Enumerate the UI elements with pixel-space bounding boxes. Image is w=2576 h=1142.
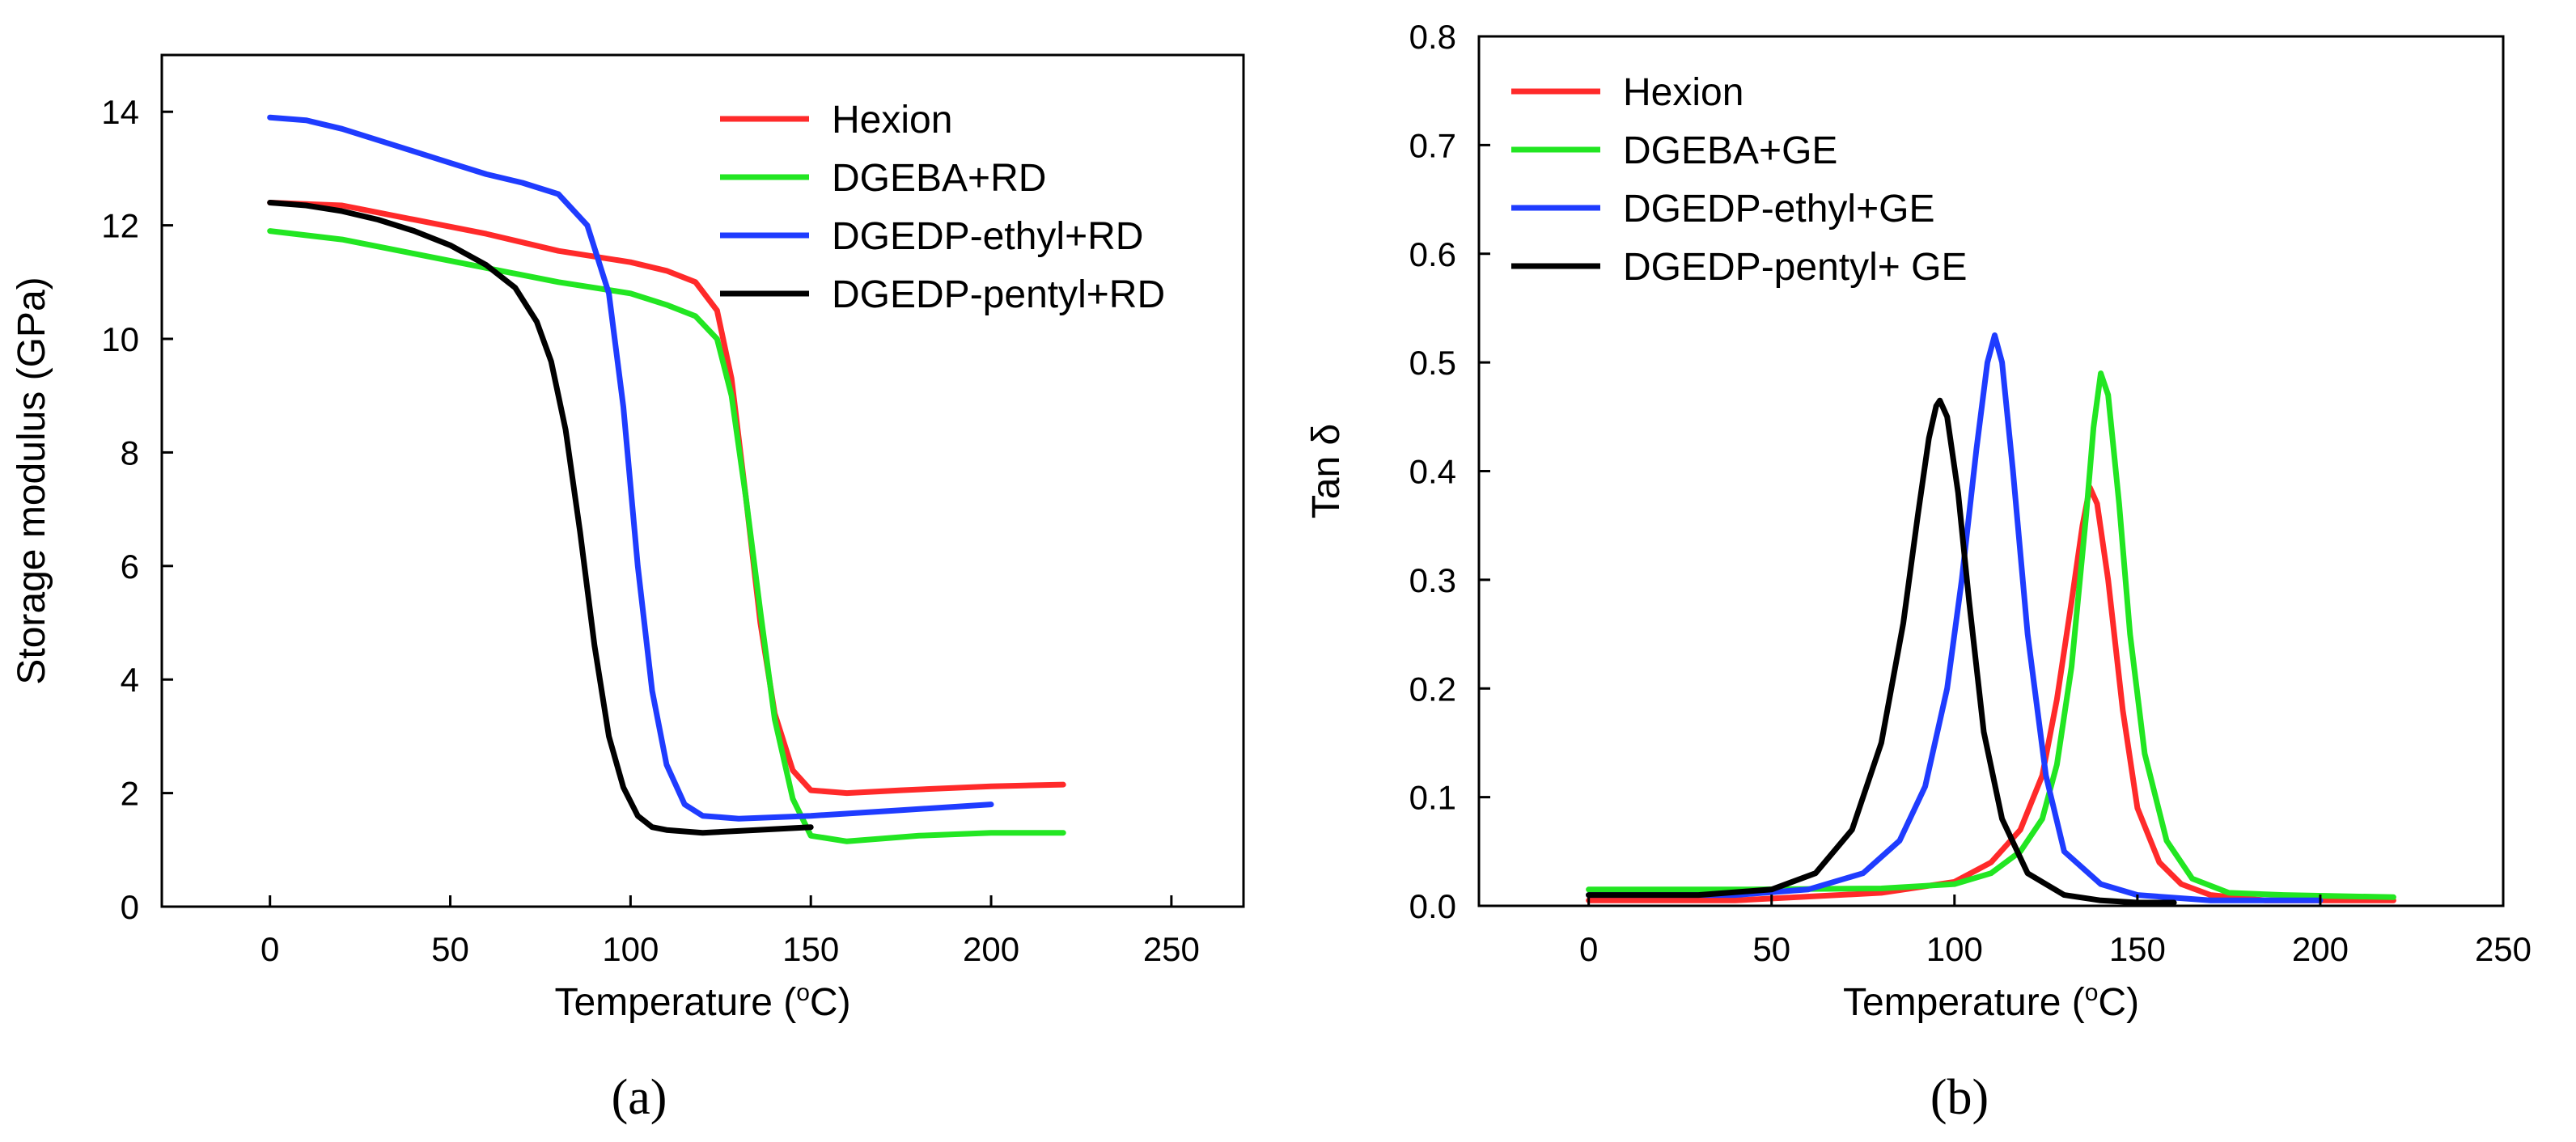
x-axis-title-degree: o bbox=[2085, 979, 2099, 1006]
x-axis-title-degree: o bbox=[796, 979, 810, 1006]
series-line-dgedp-pentyl-ge bbox=[1586, 397, 2177, 906]
legend-label: DGEDP-pentyl+RD bbox=[832, 273, 1165, 316]
x-axis-title-prefix: Temperature ( bbox=[554, 981, 796, 1024]
y-tick-label: 8 bbox=[121, 434, 139, 472]
series-line-dgedp-ethyl-rd bbox=[267, 114, 994, 822]
y-tick-label: 0.0 bbox=[1409, 887, 1456, 925]
y-tick-label: 0.4 bbox=[1409, 453, 1456, 491]
x-tick-label: 250 bbox=[1143, 930, 1200, 968]
x-tick-label: 100 bbox=[1926, 930, 1983, 968]
series-line-dgeba-ge bbox=[1586, 370, 2396, 900]
series-line-dgedp-pentyl-rd bbox=[267, 200, 814, 836]
x-tick-label: 100 bbox=[602, 930, 659, 968]
legend-label: DGEDP-pentyl+ GE bbox=[1623, 246, 1967, 289]
y-axis-title: Storage modulus (GPa) bbox=[11, 277, 53, 684]
series-line-hexion bbox=[1586, 484, 2396, 903]
y-tick-label: 0.5 bbox=[1409, 344, 1456, 382]
x-tick-label: 50 bbox=[431, 930, 469, 968]
y-tick-label: 0.3 bbox=[1409, 561, 1456, 599]
legend-label: DGEBA+GE bbox=[1623, 129, 1837, 172]
legend-label: DGEDP-ethyl+RD bbox=[832, 215, 1143, 258]
panel-label: (a) bbox=[612, 1070, 667, 1125]
x-tick-label: 150 bbox=[2109, 930, 2166, 968]
legend: Hexion DGEBA+RD DGEDP-ethyl+RD DGEDP-pentyl… bbox=[720, 99, 1165, 316]
x-tick-label: 200 bbox=[963, 930, 1019, 968]
x-tick-label: 150 bbox=[782, 930, 839, 968]
x-tick-label: 0 bbox=[1579, 930, 1598, 968]
x-tick-label: 0 bbox=[261, 930, 279, 968]
series-line-hexion bbox=[267, 200, 1066, 797]
y-tick-label: 0.6 bbox=[1409, 235, 1456, 273]
x-axis-title: Temperature (oC) bbox=[1843, 979, 2139, 1024]
y-tick-label: 14 bbox=[101, 93, 139, 131]
y-tick-label: 12 bbox=[101, 207, 139, 245]
legend-label: Hexion bbox=[832, 99, 952, 142]
x-axis-title-prefix: Temperature ( bbox=[1843, 981, 2085, 1024]
panel-label: (b) bbox=[1930, 1070, 1989, 1125]
legend-label: Hexion bbox=[1623, 71, 1743, 114]
y-tick-label: 2 bbox=[121, 775, 139, 813]
y-tick-label: 0.7 bbox=[1409, 126, 1456, 164]
y-tick-label: 0.1 bbox=[1409, 779, 1456, 817]
plot-frame bbox=[160, 53, 1245, 908]
x-tick-label: 50 bbox=[1752, 930, 1790, 968]
chart-panel-a: 0 50 100 150 200 250 0 2 4 6 8 10 12 14 Temperature (o… bbox=[11, 53, 1245, 1125]
chart-panel-b: 0 50 100 150 200 250 0.0 0.1 0.2 0.3 0.4 0.5 0.6 0.7 0… bbox=[1305, 18, 2532, 1125]
legend-label: DGEBA+RD bbox=[832, 157, 1046, 200]
y-tick-label: 0.2 bbox=[1409, 670, 1456, 708]
y-tick-label: 6 bbox=[121, 548, 139, 586]
y-tick-label: 0.8 bbox=[1409, 18, 1456, 56]
x-tick-label: 200 bbox=[2292, 930, 2349, 968]
x-axis-title-suffix: C) bbox=[2098, 981, 2139, 1024]
y-tick-label: 0 bbox=[121, 888, 139, 926]
legend-label: DGEDP-ethyl+GE bbox=[1623, 188, 1934, 231]
series-line-dgedp-ethyl-ge bbox=[1586, 332, 2324, 903]
y-tick-label: 4 bbox=[121, 661, 139, 699]
y-tick-label: 10 bbox=[101, 320, 139, 358]
legend: Hexion DGEBA+GE DGEDP-ethyl+GE DGEDP-pentyl… bbox=[1511, 71, 1967, 289]
y-axis-title: Tan δ bbox=[1305, 424, 1348, 518]
x-axis-title-suffix: C) bbox=[810, 981, 851, 1024]
x-axis-title: Temperature (oC) bbox=[554, 979, 850, 1024]
x-tick-label: 250 bbox=[2475, 930, 2532, 968]
series-line-dgeba-rd bbox=[267, 228, 1066, 844]
